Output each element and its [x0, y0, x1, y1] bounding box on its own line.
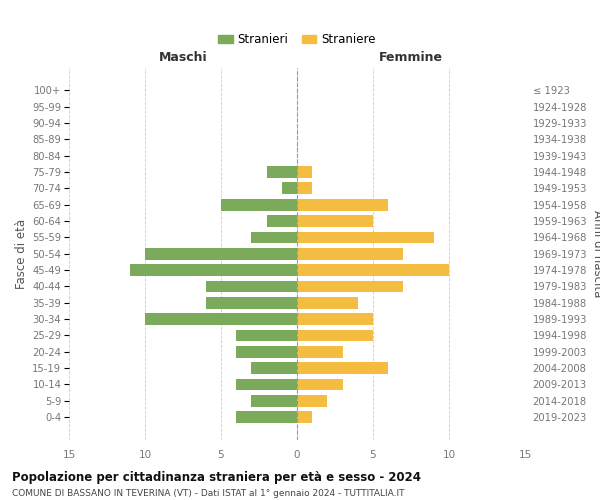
Bar — [297, 215, 373, 227]
Bar — [297, 412, 312, 423]
Bar — [297, 395, 328, 406]
Bar — [221, 199, 297, 210]
Bar — [145, 248, 297, 260]
Bar — [251, 395, 297, 406]
Bar — [297, 199, 388, 210]
Bar — [236, 378, 297, 390]
Bar — [206, 297, 297, 308]
Bar — [297, 182, 312, 194]
Bar — [297, 378, 343, 390]
Text: Maschi: Maschi — [158, 51, 208, 64]
Bar — [297, 166, 312, 178]
Y-axis label: Fasce di età: Fasce di età — [15, 218, 28, 289]
Bar — [251, 232, 297, 243]
Text: COMUNE DI BASSANO IN TEVERINA (VT) - Dati ISTAT al 1° gennaio 2024 - TUTTITALIA.: COMUNE DI BASSANO IN TEVERINA (VT) - Dat… — [12, 489, 404, 498]
Bar — [206, 280, 297, 292]
Bar — [297, 232, 434, 243]
Bar — [236, 330, 297, 342]
Bar — [297, 330, 373, 342]
Bar — [282, 182, 297, 194]
Bar — [297, 264, 449, 276]
Bar — [251, 362, 297, 374]
Bar — [130, 264, 297, 276]
Bar — [236, 412, 297, 423]
Bar — [236, 346, 297, 358]
Bar — [297, 346, 343, 358]
Bar — [297, 297, 358, 308]
Bar — [297, 248, 403, 260]
Text: Popolazione per cittadinanza straniera per età e sesso - 2024: Popolazione per cittadinanza straniera p… — [12, 471, 421, 484]
Legend: Stranieri, Straniere: Stranieri, Straniere — [214, 28, 380, 51]
Bar — [297, 313, 373, 325]
Text: Femmine: Femmine — [379, 51, 443, 64]
Bar — [266, 215, 297, 227]
Bar — [297, 280, 403, 292]
Bar — [297, 362, 388, 374]
Bar — [266, 166, 297, 178]
Bar — [145, 313, 297, 325]
Y-axis label: Anni di nascita: Anni di nascita — [592, 210, 600, 298]
